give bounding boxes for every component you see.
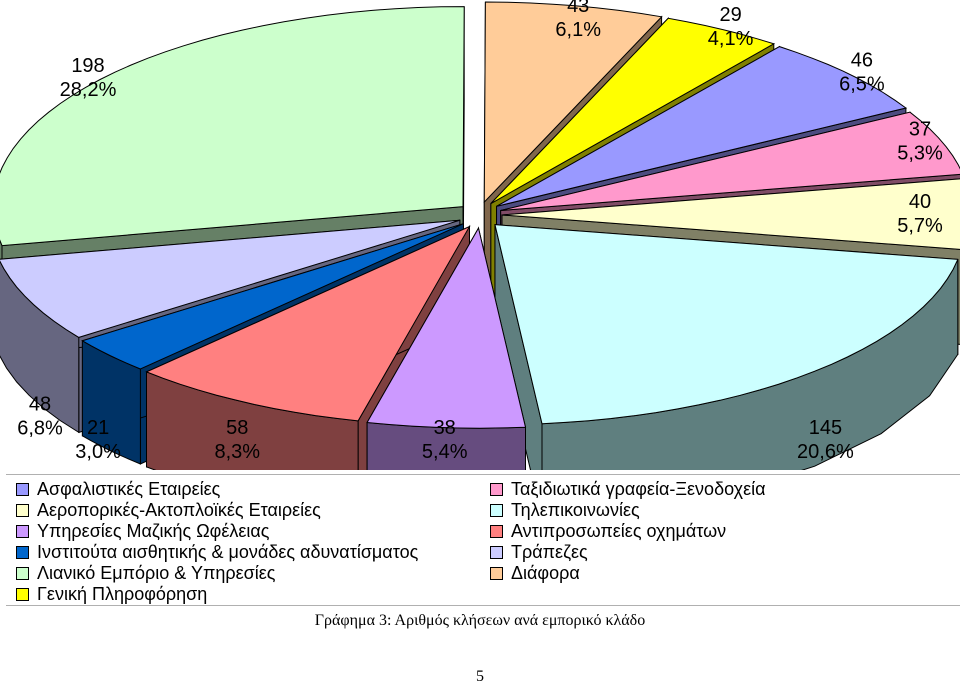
legend-item: Τηλεπικοινωνίες [490,500,766,521]
data-label-percent: 20,6% [797,441,854,463]
pie-slice [366,226,527,429]
legend-column-right: Ταξιδιωτικά γραφεία-Ξενοδοχεία Τηλεπικοιν… [490,479,766,584]
legend-label: Ινστιτούτα αισθητικής & μονάδες αδυνατίσ… [37,542,419,562]
legend-label: Διάφορα [511,563,580,583]
legend-item: Ινστιτούτα αισθητικής & μονάδες αδυνατίσ… [16,542,418,563]
figure-caption: Γράφημα 3: Αριθμός κλήσεων ανά εμπορικό … [314,612,646,629]
data-label-value: 48 [29,393,51,415]
data-label-value: 37 [909,118,931,140]
pie-slice [0,219,460,338]
page-number: 5 [476,668,484,685]
legend-label: Αντιπροσωπείες οχημάτων [511,521,727,541]
data-label-value: 46 [851,50,873,72]
legend-swatch [16,483,29,496]
data-label-percent: 6,1% [555,19,601,41]
data-label-percent: 3,0% [75,441,121,463]
legend-swatch [16,546,29,559]
legend-swatch [490,546,503,559]
legend-column-left: Ασφαλιστικές Εταιρείες Αεροπορικές-Ακτοπλ… [16,479,418,605]
legend-label: Υπηρεσίες Μαζικής Ωφέλειας [37,521,270,541]
pie-slice [501,178,960,250]
data-label-percent: 8,3% [215,441,261,463]
legend-swatch [490,483,503,496]
pie-slice [500,111,960,211]
legend-label: Ταξιδιωτικά γραφεία-Ξενοδοχεία [511,479,766,499]
legend-item: Λιανικό Εμπόριο & Υπηρεσίες [16,563,418,584]
legend-label: Τράπεζες [511,542,588,562]
legend-item: Αεροπορικές-Ακτοπλοϊκές Εταιρείες [16,500,418,521]
pie-slice [0,6,465,247]
data-label-value: 58 [226,417,248,439]
data-label-percent: 4,1% [708,28,754,50]
data-label-value: 198 [71,55,104,77]
pie-slice [496,46,908,207]
data-label-percent: 6,8% [17,417,63,439]
data-label-value: 21 [87,417,109,439]
legend-item: Υπηρεσίες Μαζικής Ωφέλειας [16,521,418,542]
data-label-value: 145 [809,417,842,439]
legend-label: Ασφαλιστικές Εταιρείες [37,479,221,499]
pie-slice [145,225,471,422]
legend-item: Γενική Πληροφόρηση [16,584,418,605]
pie-slice [494,224,959,425]
pie-slice [490,17,776,204]
legend-swatch [16,567,29,580]
data-label-percent: 5,7% [897,215,943,237]
legend-label: Γενική Πληροφόρηση [37,584,208,604]
data-label-value: 38 [434,417,456,439]
legend-swatch [16,588,29,601]
legend-swatch [490,567,503,580]
legend-item: Ταξιδιωτικά γραφεία-Ξενοδοχεία [490,479,766,500]
legend-swatch [490,504,503,517]
legend-swatch [16,525,29,538]
data-label-percent: 28,2% [60,79,117,101]
legend-label: Αεροπορικές-Ακτοπλοϊκές Εταιρείες [37,500,321,520]
data-label-percent: 6,5% [839,74,885,96]
data-label-value: 40 [909,191,931,213]
legend-item: Ασφαλιστικές Εταιρείες [16,479,418,500]
data-label-value: 29 [719,4,741,26]
legend-label: Τηλεπικοινωνίες [511,500,640,520]
pie-slice [483,1,663,204]
data-label-percent: 5,4% [422,441,468,463]
data-label-percent: 5,3% [897,142,943,164]
chart-legend: Ασφαλιστικές Εταιρείες Αεροπορικές-Ακτοπλ… [6,474,960,606]
pie-slice [81,223,464,370]
legend-item: Αντιπροσωπείες οχημάτων [490,521,766,542]
data-label-value: 43 [567,0,589,17]
legend-item: Τράπεζες [490,542,766,563]
legend-swatch [16,504,29,517]
legend-item: Διάφορα [490,563,766,584]
legend-label: Λιανικό Εμπόριο & Υπηρεσίες [37,563,276,583]
legend-swatch [490,525,503,538]
